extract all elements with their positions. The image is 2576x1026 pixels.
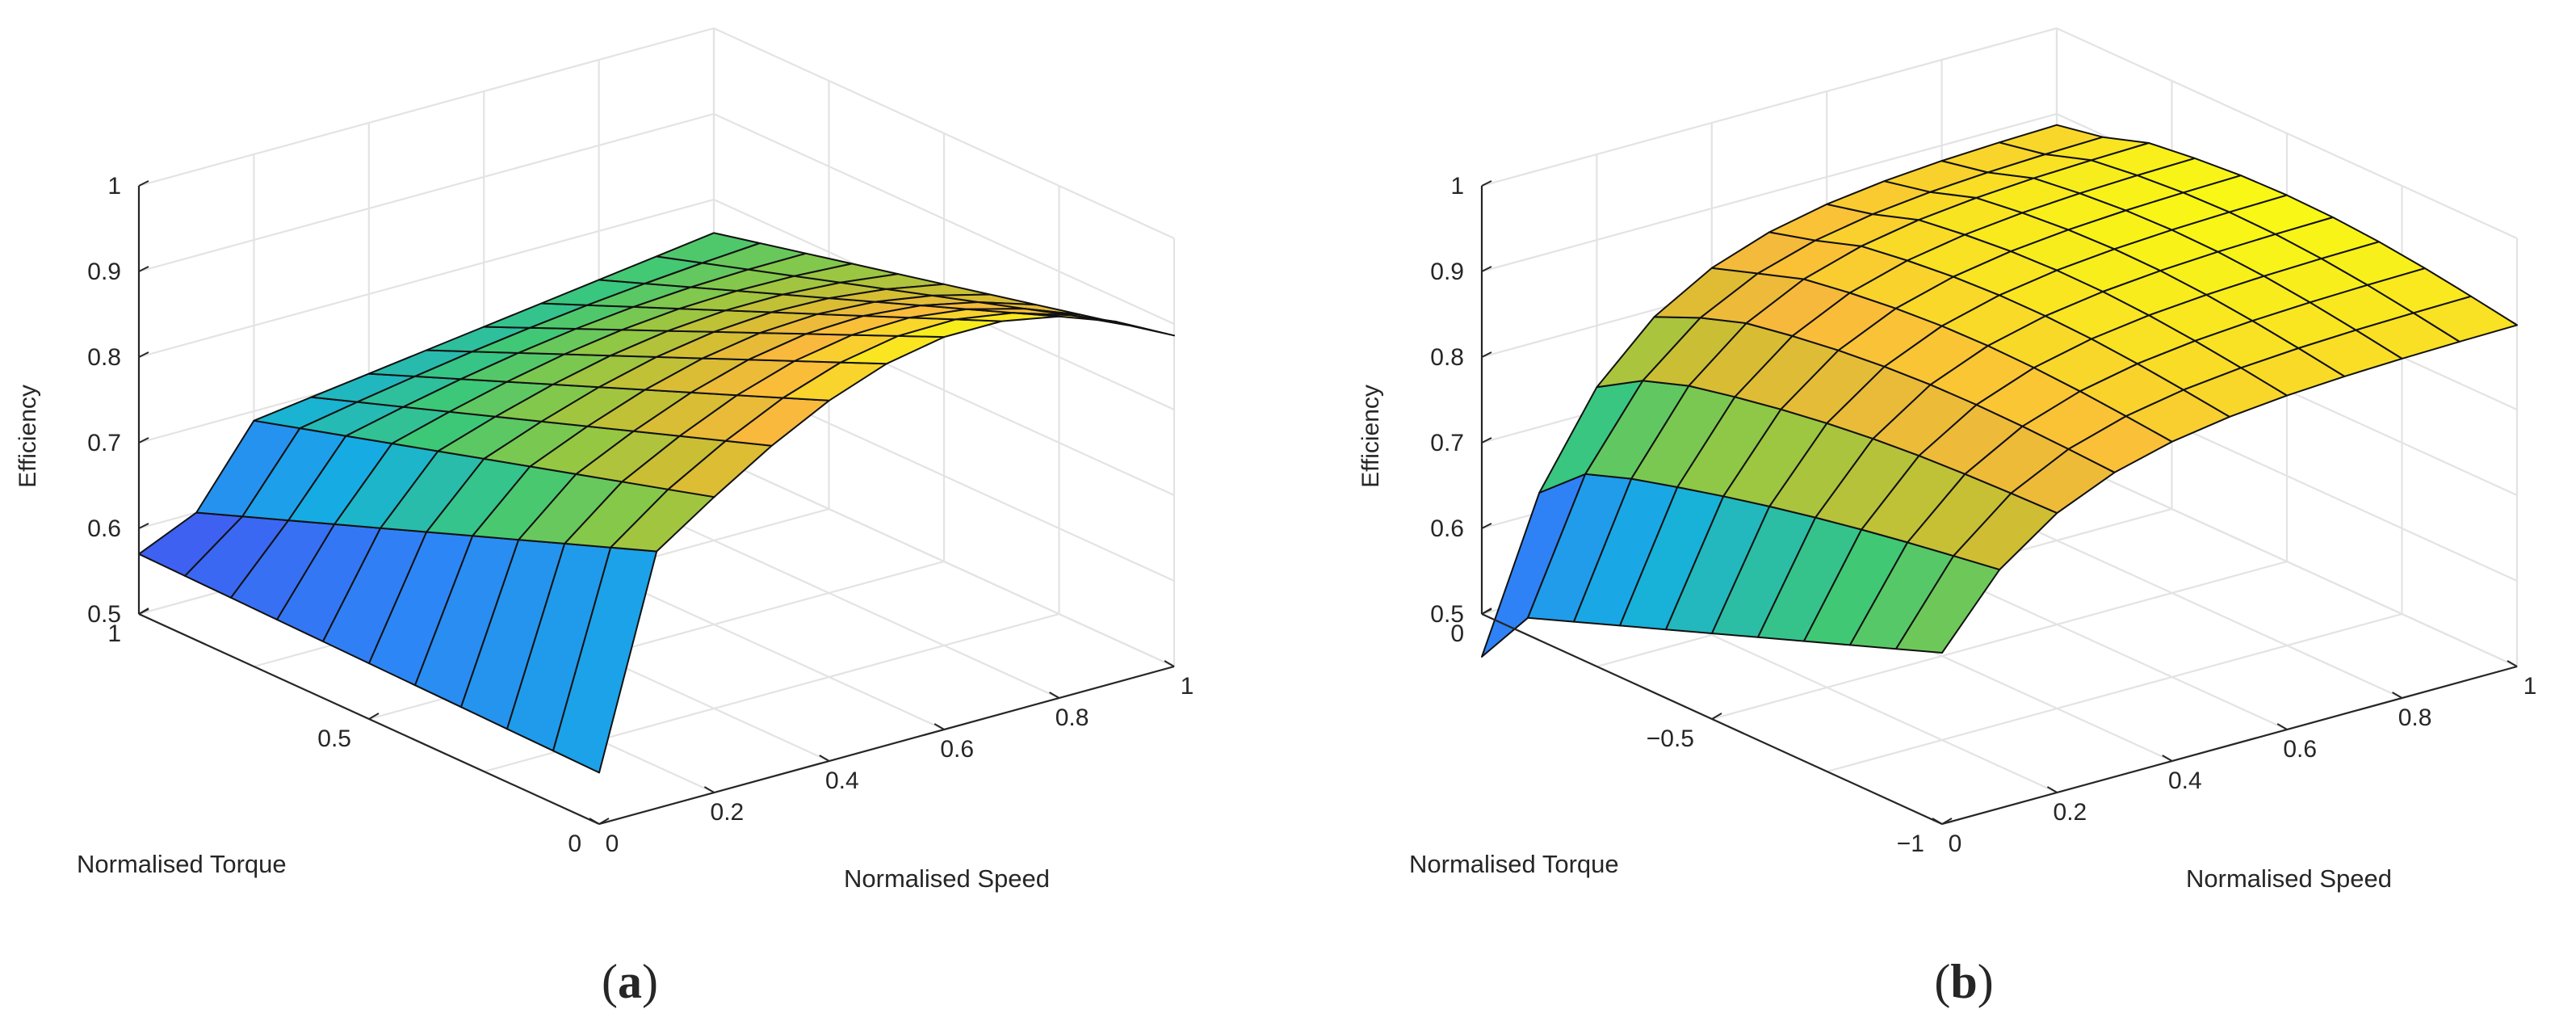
z-axis-label-a: Efficiency <box>15 385 41 488</box>
z-tick-label: 1 <box>107 173 121 200</box>
y-tick-label: 1 <box>107 620 121 647</box>
z-tick-mark <box>1481 180 1492 187</box>
x-tick-label: 0 <box>606 830 619 857</box>
y-tick-mark <box>138 608 149 615</box>
speed-axis-line <box>1941 665 2518 826</box>
speed-axis-line <box>598 665 1175 826</box>
z-axis-label-b: Efficiency <box>1357 385 1384 488</box>
z-tick-label: 0.6 <box>87 515 121 542</box>
caption-paren-close-b: ) <box>1978 955 1994 1008</box>
caption-a: (a) <box>602 955 658 1008</box>
z-tick-mark <box>138 266 149 272</box>
z-tick-label: 0.6 <box>1430 515 1464 542</box>
x-tick-label: 0 <box>1949 830 1962 857</box>
surface-patch <box>2412 295 2518 343</box>
z-tick-mark <box>138 437 149 444</box>
z-tick-mark <box>138 523 149 529</box>
x-axis-label-a: Normalised Speed <box>844 864 1050 893</box>
x-tick-mark <box>2046 786 2058 793</box>
surface <box>1481 124 2518 658</box>
x-axis-label-b: Normalised Speed <box>2186 864 2392 893</box>
caption-letter-b: b <box>1950 955 1977 1008</box>
x-tick-mark <box>2276 723 2288 730</box>
z-tick-mark <box>1481 523 1492 529</box>
surface <box>138 232 1175 774</box>
z-tick-label: 0.9 <box>1430 259 1464 285</box>
x-tick-label: 1 <box>2524 673 2537 700</box>
caption-letter-a: a <box>618 955 642 1008</box>
x-tick-mark <box>1164 660 1175 667</box>
z-tick-label: 0.5 <box>1430 601 1464 628</box>
x-tick-label: 0.2 <box>711 799 745 826</box>
x-tick-mark <box>2162 755 2173 762</box>
caption-b: (b) <box>1934 955 1993 1008</box>
y-tick-label: 0 <box>1450 620 1464 647</box>
x-tick-mark <box>933 723 945 730</box>
y-tick-mark <box>598 818 610 825</box>
y-tick-label: −0.5 <box>1647 725 1694 752</box>
x-tick-mark <box>1932 818 1943 825</box>
axes: 0.5 0.6 0.7 0.8 0.9 1 0 0.2 0.4 0.6 0.8 1 −1 −0.5 0 <box>1430 173 2536 857</box>
x-tick-mark <box>819 755 830 762</box>
x-tick-label: 0.2 <box>2054 799 2087 826</box>
y-tick-label: 0 <box>568 830 581 857</box>
z-tick-label: 0.8 <box>87 344 121 371</box>
x-tick-label: 0.4 <box>2168 767 2202 794</box>
x-tick-mark <box>589 818 600 825</box>
x-tick-label: 0.8 <box>1055 704 1089 731</box>
z-tick-label: 0.7 <box>1430 430 1464 456</box>
x-tick-label: 1 <box>1181 673 1194 700</box>
y-axis-label-b: Normalised Torque <box>1409 850 1619 878</box>
z-tick-mark <box>1481 351 1492 358</box>
caption-paren-open-a: ( <box>602 955 618 1008</box>
z-tick-label: 0.9 <box>87 259 121 285</box>
z-tick-label: 0.8 <box>1430 344 1464 371</box>
y-tick-label: −1 <box>1897 830 1924 857</box>
y-tick-mark <box>1481 608 1492 615</box>
x-tick-label: 0.4 <box>825 767 859 794</box>
z-tick-mark <box>138 180 149 187</box>
caption-paren-close-a: ) <box>642 955 658 1008</box>
y-tick-mark <box>368 713 380 720</box>
grid-line-torque <box>484 186 1060 773</box>
x-tick-mark <box>703 786 715 793</box>
x-tick-mark <box>2507 660 2518 667</box>
y-tick-mark <box>1941 818 1953 825</box>
x-tick-label: 0.8 <box>2398 704 2432 731</box>
caption-paren-open-b: ( <box>1934 955 1950 1008</box>
z-tick-label: 0.7 <box>87 430 121 456</box>
z-tick-mark <box>1481 437 1492 444</box>
z-tick-mark <box>138 351 149 358</box>
z-tick-label: 0.5 <box>87 601 121 628</box>
panel-b: 0.5 0.6 0.7 0.8 0.9 1 0 0.2 0.4 0.6 0.8 1 −1 −0.5 0 <box>1430 27 2536 857</box>
x-tick-label: 0.6 <box>2283 736 2317 763</box>
surface-patch <box>1069 314 1175 337</box>
x-tick-mark <box>1049 692 1060 699</box>
x-tick-label: 0.6 <box>940 736 974 763</box>
y-tick-mark <box>1711 713 1722 720</box>
x-tick-mark <box>2392 692 2403 699</box>
y-axis-label-a: Normalised Torque <box>77 850 287 878</box>
z-tick-label: 1 <box>1450 173 1464 200</box>
y-tick-label: 0.5 <box>317 725 351 752</box>
grid-line-z <box>138 27 1175 240</box>
z-tick-mark <box>1481 266 1492 272</box>
